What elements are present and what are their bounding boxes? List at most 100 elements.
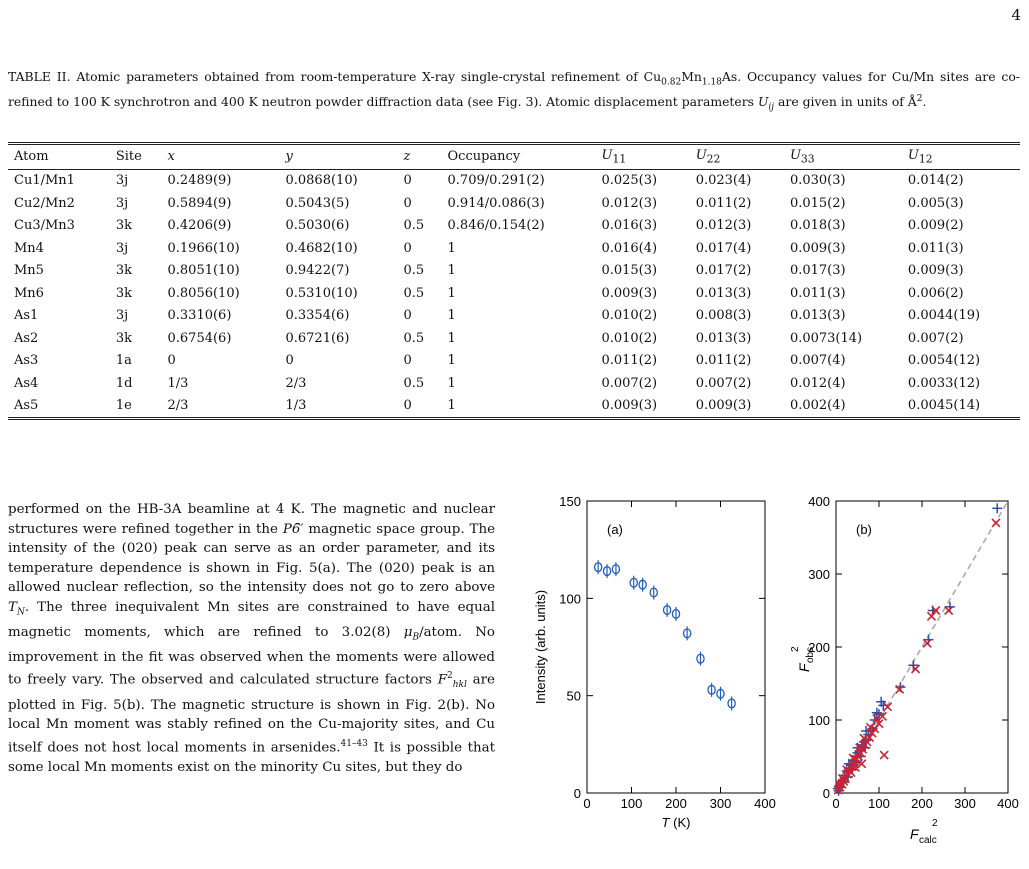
cell-occ: 0.846/0.154(2) [447, 218, 545, 234]
cell-u22: 0.023(4) [695, 173, 752, 189]
cell-u12: 0.006(2) [907, 285, 964, 301]
cell-u11: 0.016(3) [601, 218, 658, 234]
cell-u11: 0.011(2) [601, 353, 658, 369]
col-x: x [161, 142, 280, 170]
panel-a-ylabel: Intensity (arb. units) [533, 590, 548, 704]
cell-atom: Mn5 [14, 263, 44, 279]
plus-marker [871, 707, 882, 718]
table-row: Mn4 3j 0.1966(10) 0.4682(10) 0 1 0.016(4) 0.017… [8, 237, 1020, 260]
panel-b-ticks: 0 100 200 300 400 0 100 200 300 400 [808, 494, 1019, 811]
cell-atom: Cu3/Mn3 [14, 218, 75, 234]
cross-b [879, 750, 889, 760]
table-row: Mn6 3k 0.8056(10) 0.5310(10) 0.5 1 0.009(3) 0.0… [8, 282, 1020, 305]
y-tick-label: 150 [559, 494, 581, 509]
panel-a-intensity-vs-temperature: 0 100 200 300 400 0 50 100 150 (a) T (K) Intensi… [533, 494, 776, 830]
cross-marker [842, 765, 852, 775]
x-tick-label: 300 [710, 796, 732, 811]
cell-u33: 0.018(3) [789, 218, 846, 234]
cell-z: 0 [403, 173, 412, 189]
cell-z: 0.5 [403, 375, 425, 391]
cell-u33: 0.015(2) [789, 195, 846, 211]
cross-b [895, 684, 905, 694]
cross-marker [846, 767, 856, 778]
plus-marker [944, 601, 955, 612]
cell-x: 1/3 [167, 375, 189, 391]
data-point [682, 626, 692, 641]
svg-text:2: 2 [932, 818, 938, 829]
atomic-parameters-table: Atom Site x y z Occupancy U11 U22 U33 U1… [8, 142, 1020, 421]
svg-text:F: F [796, 662, 812, 672]
cell-site: 3k [115, 218, 132, 234]
cell-atom: As5 [8, 394, 110, 421]
data-point [593, 560, 603, 575]
cell-u33: 0.011(3) [789, 285, 846, 301]
cell-u33: 0.007(4) [789, 353, 846, 369]
cell-occ: 0.914/0.086(3) [447, 195, 545, 211]
cross-marker [877, 711, 888, 721]
cross-b [848, 753, 858, 763]
svg-text:obs: obs [805, 647, 816, 663]
cross-marker [859, 733, 869, 743]
cell-u11: 0.025(3) [601, 173, 658, 189]
cross-b [867, 728, 877, 738]
cell-u12: 0.0054(12) [907, 353, 981, 369]
cross-b [834, 779, 845, 789]
cell-occ: 0.709/0.291(2) [447, 173, 545, 189]
cross-marker [874, 719, 884, 729]
cell-u11: 0.009(3) [601, 285, 658, 301]
cross-b [842, 765, 852, 775]
x-tick-label: 200 [911, 796, 933, 811]
cell-u22: 0.017(2) [695, 263, 752, 279]
cross-marker [879, 750, 889, 760]
table-row: Cu2/Mn2 3j 0.5894(9) 0.5043(5) 0 0.914/0.086(… [8, 192, 1020, 215]
cross-marker [865, 722, 875, 732]
cell-occ: 1 [447, 240, 456, 256]
cell-atom: Mn6 [14, 285, 44, 301]
table-body: Cu1/Mn1 3j 0.2489(9) 0.0868(10) 0 0.709/0.291… [8, 169, 1020, 421]
cross-marker [837, 773, 848, 783]
cross-b [857, 759, 867, 769]
panel-b-identity-line [835, 500, 1009, 794]
x-tick-label: 0 [832, 796, 839, 811]
cell-u12: 0.009(2) [907, 218, 964, 234]
cell-atom: As3 [14, 353, 39, 369]
plus-marker [908, 660, 919, 671]
cell-u12: 0.014(2) [907, 173, 964, 189]
data-point [649, 585, 659, 600]
cross-marker [944, 605, 954, 616]
x-tick-label: 400 [997, 796, 1019, 811]
cell-site: 1d [115, 375, 133, 391]
cell-x: 0.6754(6) [167, 330, 232, 346]
cell-y: 0.6721(6) [285, 330, 350, 346]
cell-u12: 0.011(3) [907, 240, 964, 256]
y-tick-label: 400 [808, 494, 830, 509]
x-tick-label: 100 [868, 796, 890, 811]
y-tick-label: 300 [808, 567, 830, 582]
cross-b [931, 605, 941, 616]
cell-occ: 1 [447, 308, 456, 324]
cell-site: 3k [115, 330, 132, 346]
cell-u12: 0.0045(14) [901, 394, 1020, 421]
cross-b [883, 702, 893, 712]
cell-atom: Cu2/Mn2 [14, 195, 75, 211]
cell-y: 0.3354(6) [285, 308, 350, 324]
panel-b-label: (b) [856, 522, 872, 537]
plus-marker [992, 503, 1003, 514]
cell-z: 0 [403, 353, 412, 369]
panel-a-label: (a) [607, 522, 623, 537]
cell-site: 3j [115, 308, 129, 324]
cell-x: 0 [167, 353, 176, 369]
svg-text:2: 2 [790, 646, 801, 652]
cell-u33: 0.017(3) [789, 263, 846, 279]
x-tick-label: 300 [954, 796, 976, 811]
cell-u11: 0.016(4) [601, 240, 658, 256]
col-z: z [397, 142, 442, 170]
cross-marker [910, 664, 921, 674]
cross-marker [931, 605, 941, 616]
panel-a-xlabel: T (K) [662, 815, 691, 830]
y-tick-label: 50 [567, 689, 581, 704]
cell-x: 0.1966(10) [167, 240, 240, 256]
page-number: 4 [1011, 6, 1021, 24]
cell-z: 0.5 [403, 263, 425, 279]
